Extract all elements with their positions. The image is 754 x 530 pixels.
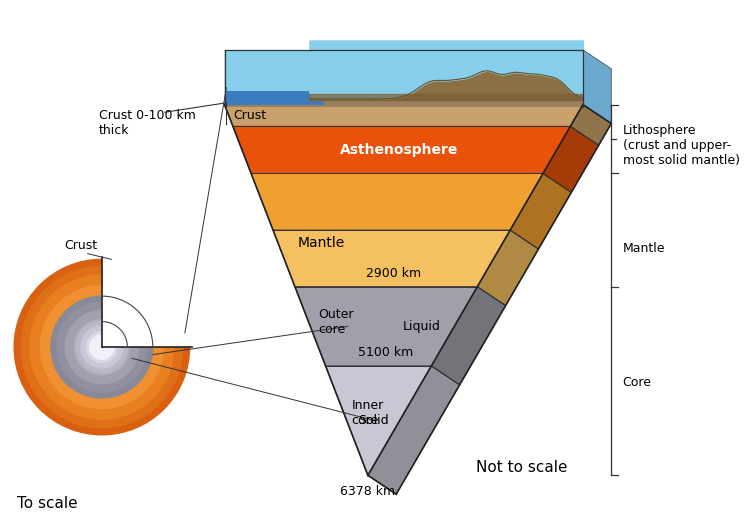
Circle shape xyxy=(81,326,123,368)
Polygon shape xyxy=(233,126,570,173)
Polygon shape xyxy=(570,104,611,145)
Circle shape xyxy=(90,335,114,359)
Polygon shape xyxy=(251,173,543,230)
Text: Inner
core: Inner core xyxy=(351,399,384,427)
Polygon shape xyxy=(431,287,506,385)
Text: Solid: Solid xyxy=(357,414,388,427)
Text: Mantle: Mantle xyxy=(623,242,665,255)
Polygon shape xyxy=(543,126,599,192)
Text: 5100 km: 5100 km xyxy=(358,346,414,359)
Polygon shape xyxy=(273,230,510,287)
Text: Crust: Crust xyxy=(64,239,97,252)
Circle shape xyxy=(57,302,147,392)
Text: Not to scale: Not to scale xyxy=(477,460,568,475)
Circle shape xyxy=(76,322,127,373)
Polygon shape xyxy=(102,254,195,347)
Text: Crust 0-100 km
thick: Crust 0-100 km thick xyxy=(99,109,196,137)
Circle shape xyxy=(92,338,112,357)
Polygon shape xyxy=(225,99,583,107)
Polygon shape xyxy=(225,50,611,123)
Text: 2900 km: 2900 km xyxy=(366,267,421,280)
Text: Core: Core xyxy=(623,376,651,390)
Polygon shape xyxy=(295,287,477,366)
Circle shape xyxy=(53,298,151,396)
Circle shape xyxy=(41,286,164,409)
Circle shape xyxy=(14,259,189,435)
Polygon shape xyxy=(368,366,460,494)
Text: Liquid: Liquid xyxy=(403,320,440,333)
Circle shape xyxy=(87,332,117,363)
Circle shape xyxy=(30,275,174,419)
Text: To scale: To scale xyxy=(17,496,78,511)
Text: Crust: Crust xyxy=(234,109,267,122)
Circle shape xyxy=(51,296,153,398)
Text: 6378 km: 6378 km xyxy=(340,485,395,498)
Circle shape xyxy=(21,267,182,428)
Text: Mantle: Mantle xyxy=(298,236,345,250)
Polygon shape xyxy=(477,230,538,306)
Polygon shape xyxy=(510,173,572,249)
Polygon shape xyxy=(583,50,611,123)
Polygon shape xyxy=(225,104,583,126)
Circle shape xyxy=(65,311,139,384)
Text: Outer
core: Outer core xyxy=(317,307,354,335)
Polygon shape xyxy=(225,92,323,104)
Text: Asthenosphere: Asthenosphere xyxy=(340,143,458,157)
Polygon shape xyxy=(326,366,431,475)
Circle shape xyxy=(75,320,130,375)
Text: Lithosphere
(crust and upper-
most solid mantle): Lithosphere (crust and upper- most solid… xyxy=(623,123,740,166)
